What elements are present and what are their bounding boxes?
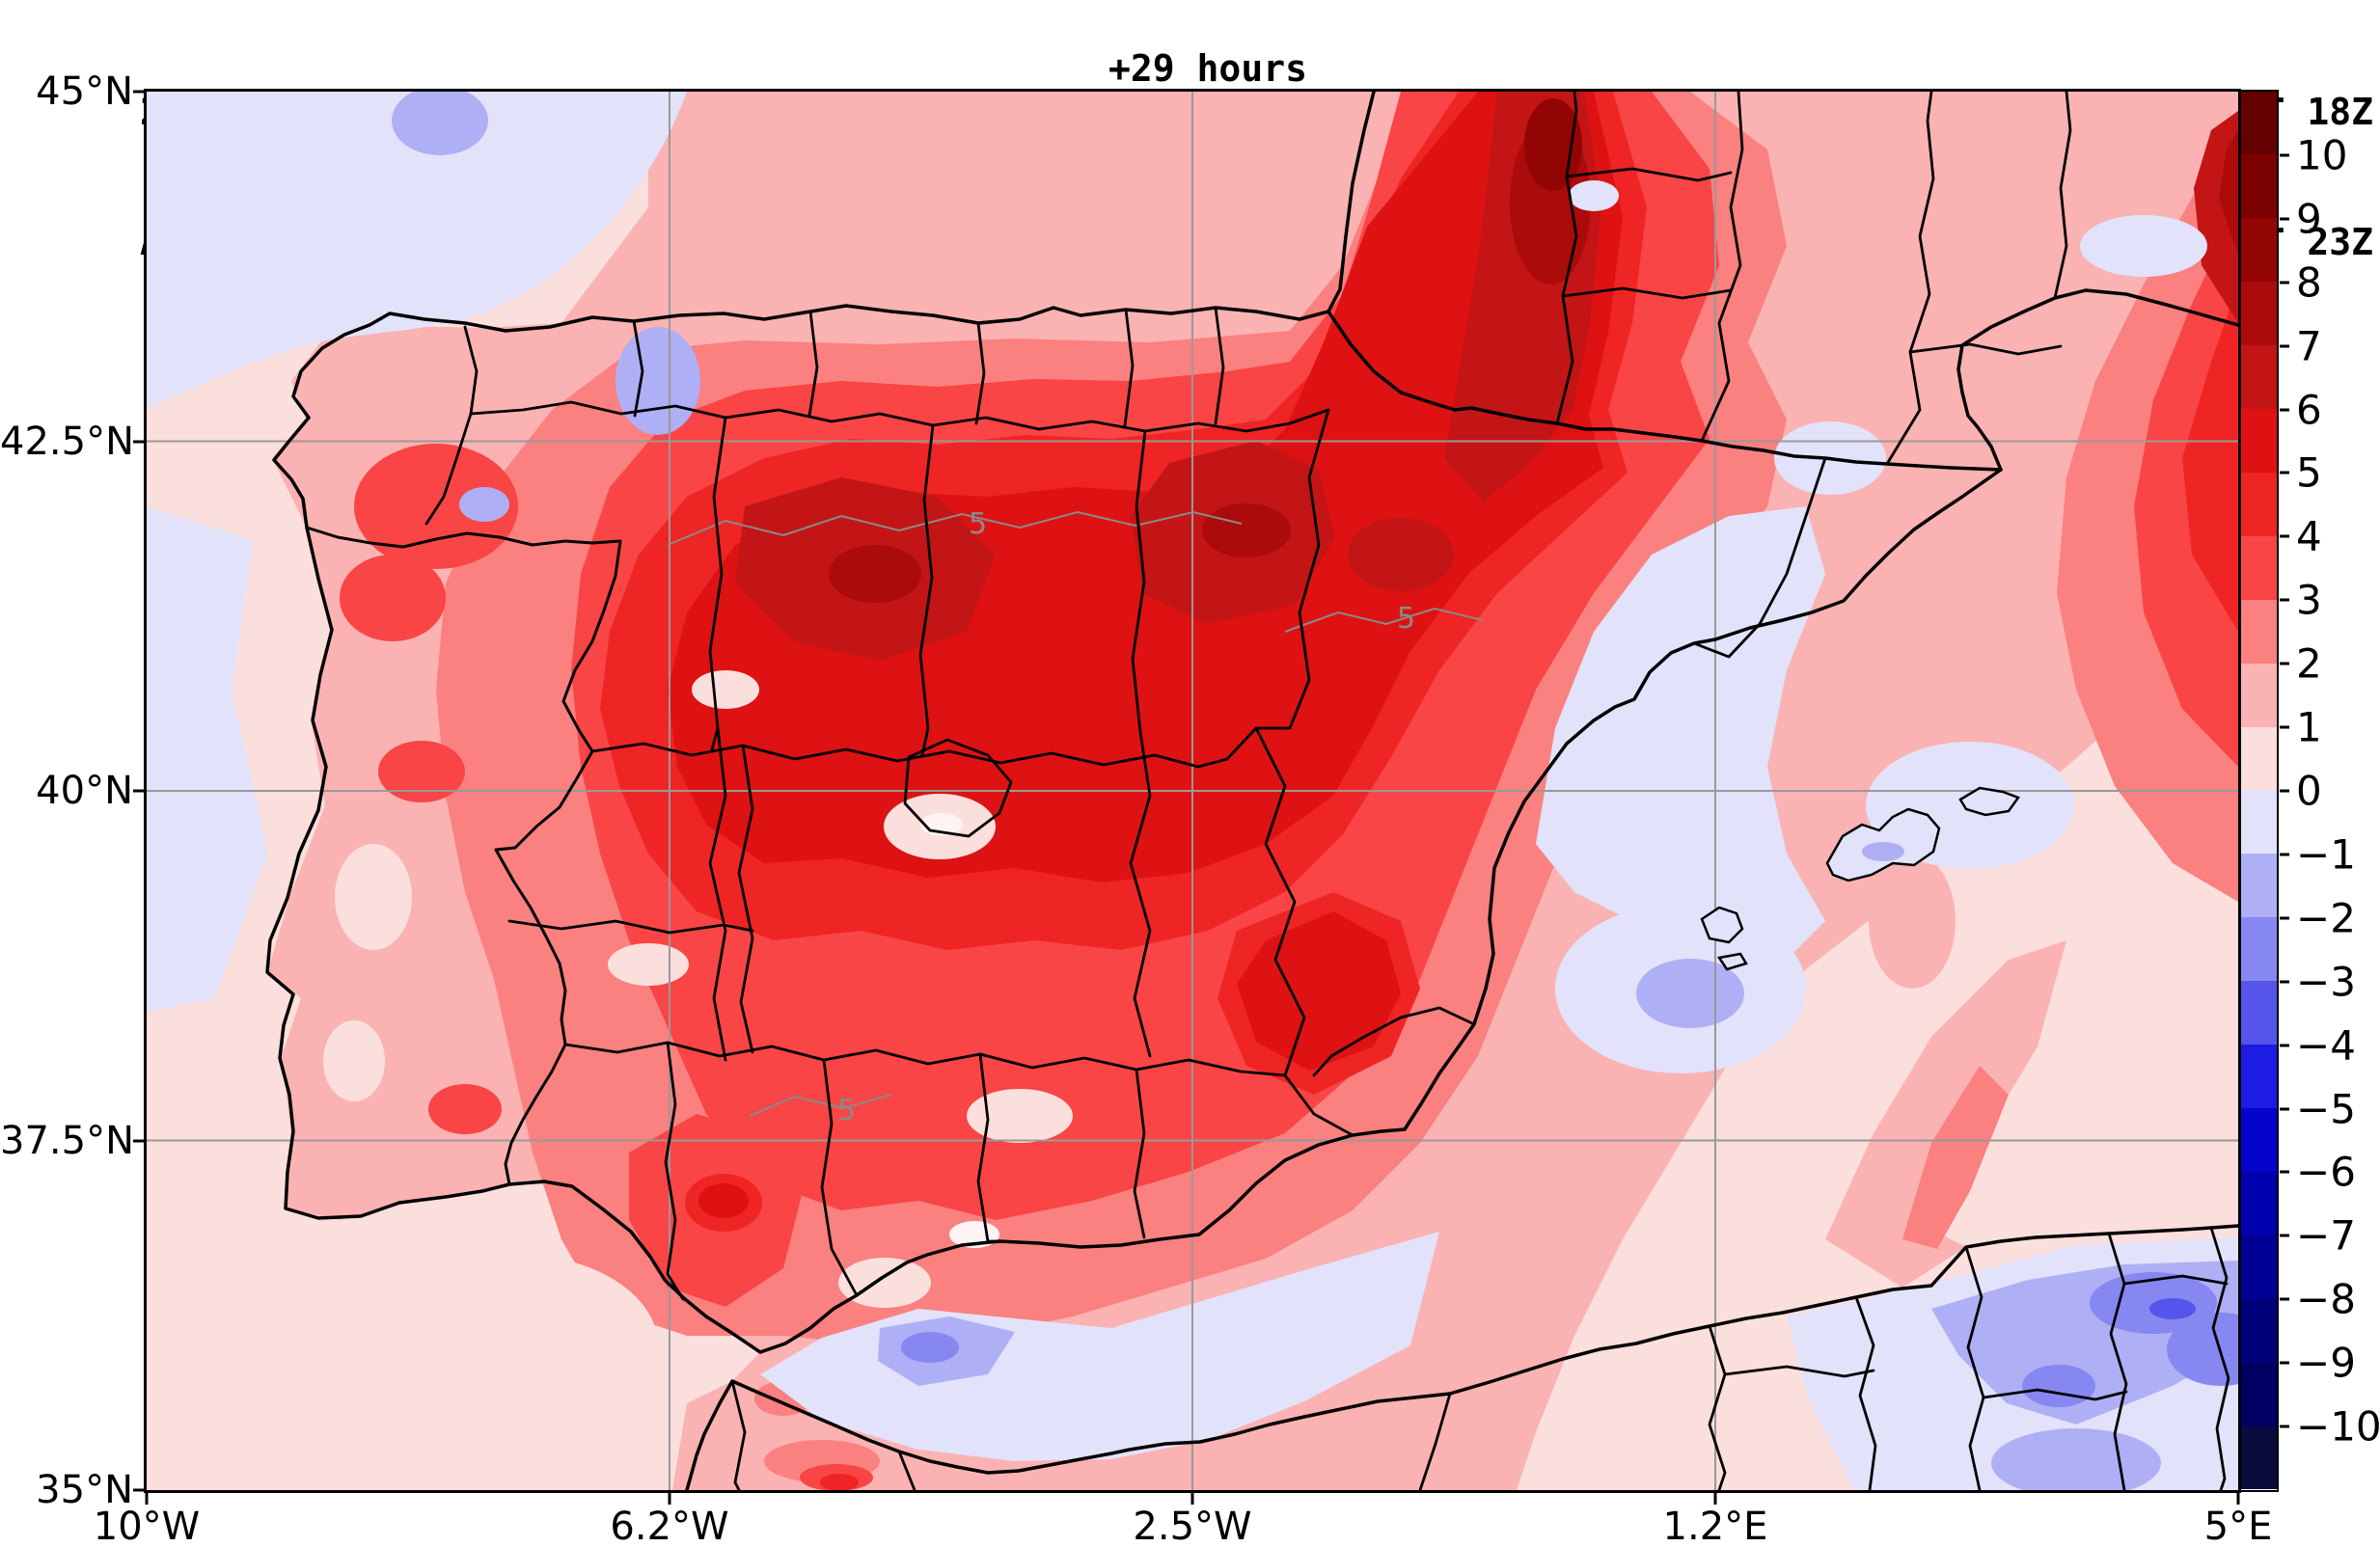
lon-tick-mark xyxy=(668,1491,671,1505)
colorbar-tick-mark xyxy=(2280,471,2289,475)
colorbar-tick-mark xyxy=(2280,534,2289,538)
lat-tick-mark xyxy=(133,789,147,793)
contour-label: 5 xyxy=(1397,602,1415,636)
lon-tick-label: 5°E xyxy=(2203,1505,2273,1547)
contour-label: 5 xyxy=(969,507,987,541)
colorbar-segment xyxy=(2240,854,2277,918)
colorbar-tick-label: −3 xyxy=(2296,958,2356,1006)
colorbar-tick-mark xyxy=(2280,789,2289,793)
colorbar-segment xyxy=(2240,663,2277,727)
colorbar-segment xyxy=(2240,218,2277,283)
colorbar-segment xyxy=(2240,472,2277,536)
lat-tick-label: 35°N xyxy=(36,1468,133,1512)
colorbar-tick-label: 1 xyxy=(2296,703,2322,751)
colorbar-segment xyxy=(2240,1362,2277,1426)
colorbar-tick-mark xyxy=(2280,916,2289,920)
lon-tick-mark xyxy=(1190,1491,1194,1505)
colorbar-tick-label: 4 xyxy=(2296,512,2322,560)
colorbar-segments xyxy=(2240,91,2277,1490)
colorbar-tick-mark xyxy=(2280,408,2289,412)
colorbar-segment xyxy=(2240,981,2277,1045)
colorbar-segment xyxy=(2240,154,2277,219)
colorbar-tick-label: 10 xyxy=(2296,131,2348,179)
colorbar-segment xyxy=(2240,91,2277,155)
colorbar-tick-label: 3 xyxy=(2296,576,2322,624)
lat-tick-label: 45°N xyxy=(36,69,133,114)
colorbar-tick-mark xyxy=(2280,853,2289,856)
colorbar-segment xyxy=(2240,790,2277,855)
contour-lines xyxy=(667,510,1484,1117)
colorbar-tick-label: −5 xyxy=(2296,1085,2356,1133)
lon-tick-mark xyxy=(2236,1491,2240,1505)
lat-tick-mark xyxy=(133,1139,147,1142)
coastline-borders xyxy=(265,92,2238,1490)
colorbar xyxy=(2238,89,2279,1492)
colorbar-tick-label: 9 xyxy=(2296,195,2322,243)
colorbar-tick-mark xyxy=(2280,1044,2289,1047)
colorbar-segment xyxy=(2240,1045,2277,1108)
colorbar-tick-label: −6 xyxy=(2296,1148,2356,1196)
colorbar-tick-mark xyxy=(2280,344,2289,348)
colorbar-tick-mark xyxy=(2280,1297,2289,1301)
colorbar-tick-mark xyxy=(2280,1361,2289,1365)
colorbar-tick-label: 2 xyxy=(2296,639,2322,688)
colorbar-segment xyxy=(2240,599,2277,664)
lon-tick-mark xyxy=(1713,1491,1717,1505)
colorbar-segment xyxy=(2240,1425,2277,1490)
lon-tick-label: 1.2°E xyxy=(1662,1505,1768,1547)
colorbar-tick-label: −8 xyxy=(2296,1275,2356,1323)
lat-tick-mark xyxy=(133,440,147,443)
lon-tick-label: 10°W xyxy=(93,1505,201,1547)
colorbar-tick-mark xyxy=(2280,598,2289,602)
lead-time-label: +29 hours xyxy=(1108,47,1307,90)
colorbar-segment xyxy=(2240,1171,2277,1235)
province-borders xyxy=(424,92,2230,1490)
contour-label: 5 xyxy=(837,1094,856,1127)
colorbar-tick-label: 7 xyxy=(2296,322,2322,370)
colorbar-tick-label: −9 xyxy=(2296,1339,2356,1387)
lon-tick-label: 2.5°W xyxy=(1133,1505,1252,1547)
lon-tick-label: 6.2°W xyxy=(610,1505,729,1547)
colorbar-tick-mark xyxy=(2280,1234,2289,1237)
lat-tick-mark xyxy=(133,90,147,94)
colorbar-tick-mark xyxy=(2280,153,2289,157)
colorbar-segment xyxy=(2240,726,2277,791)
map-svg: 5 5 5 xyxy=(147,92,2238,1490)
lat-tick-mark xyxy=(133,1488,147,1492)
colorbar-tick-mark xyxy=(2280,980,2289,984)
lat-tick-label: 40°N xyxy=(36,769,133,813)
colorbar-tick-label: 0 xyxy=(2296,767,2322,815)
colorbar-tick-mark xyxy=(2280,1425,2289,1428)
mallorca-blue-patch xyxy=(1862,842,1904,861)
colorbar-segment xyxy=(2240,1108,2277,1172)
lat-tick-label: 42.5°N xyxy=(0,419,134,464)
colorbar-tick-label: 6 xyxy=(2296,386,2322,434)
colorbar-tick-mark xyxy=(2280,281,2289,285)
colorbar-tick-mark xyxy=(2280,1107,2289,1111)
colorbar-tick-label: −7 xyxy=(2296,1211,2356,1260)
contour-labels: 5 5 5 xyxy=(837,507,1415,1127)
colorbar-segment xyxy=(2240,409,2277,473)
colorbar-tick-label: 5 xyxy=(2296,448,2322,497)
colorbar-tick-label: −2 xyxy=(2296,894,2356,942)
colorbar-segment xyxy=(2240,1235,2277,1299)
colorbar-segment xyxy=(2240,345,2277,410)
colorbar-segment xyxy=(2240,282,2277,346)
graticule-gridlines xyxy=(147,92,2238,1490)
colorbar-segment xyxy=(2240,1298,2277,1363)
colorbar-tick-label: −10 xyxy=(2296,1402,2380,1451)
colorbar-tick-label: −1 xyxy=(2296,830,2356,879)
colorbar-tick-mark xyxy=(2280,217,2289,221)
colorbar-segment xyxy=(2240,535,2277,600)
colorbar-tick-label: 8 xyxy=(2296,258,2322,307)
lat-tick-label: 37.5°N xyxy=(0,1118,134,1163)
map-canvas: 5 5 5 xyxy=(144,89,2241,1493)
colorbar-tick-mark xyxy=(2280,725,2289,729)
lon-tick-mark xyxy=(145,1491,149,1505)
colorbar-tick-mark xyxy=(2280,1170,2289,1174)
colorbar-tick-label: −4 xyxy=(2296,1021,2356,1070)
colorbar-segment xyxy=(2240,917,2277,982)
colorbar-tick-mark xyxy=(2280,662,2289,665)
